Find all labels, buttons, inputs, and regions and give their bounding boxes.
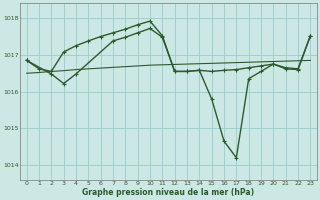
X-axis label: Graphe pression niveau de la mer (hPa): Graphe pression niveau de la mer (hPa)	[83, 188, 255, 197]
